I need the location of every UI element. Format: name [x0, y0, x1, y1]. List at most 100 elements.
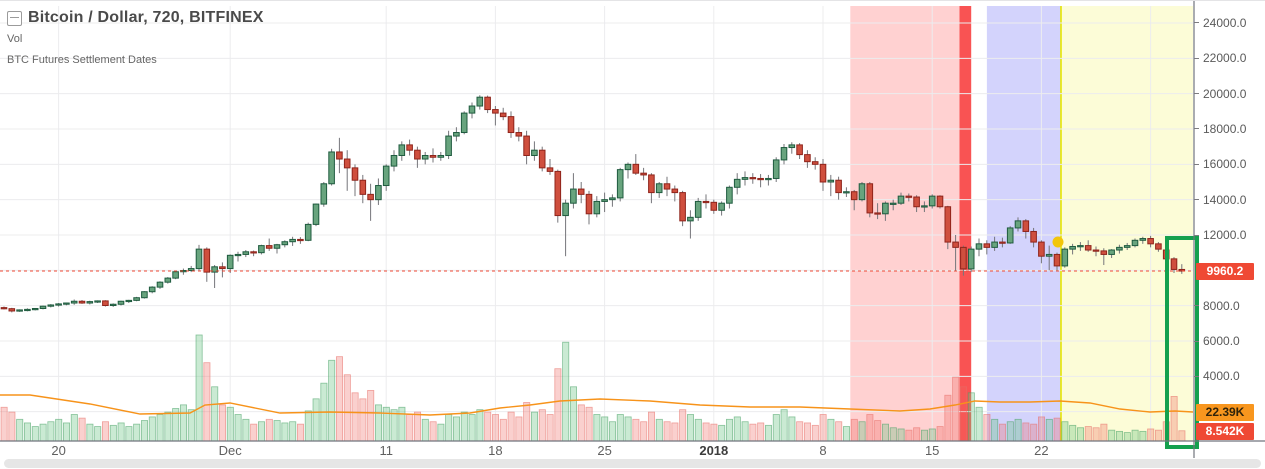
candle-body [811, 161, 819, 165]
volume-bar [1123, 432, 1131, 442]
volume-bar [562, 341, 570, 442]
volume-bar [102, 421, 110, 442]
green-highlight-box [1165, 236, 1199, 449]
volume-bar [94, 426, 102, 442]
candle-body [109, 303, 117, 306]
volume-bar [187, 409, 195, 442]
candle-body [819, 163, 827, 183]
candle-body [718, 202, 725, 211]
candle-body [1092, 249, 1100, 252]
candle-body [702, 200, 710, 204]
candle-body [515, 132, 523, 137]
candle-body [242, 251, 250, 255]
volume-bar [312, 398, 320, 442]
candle-body [47, 304, 55, 307]
last-price-badge: 9960.2 [1196, 262, 1254, 280]
volume-bar [476, 409, 484, 442]
red-band [850, 6, 960, 441]
volume-bar [819, 414, 827, 442]
candle-body [78, 300, 86, 304]
candle-body [1006, 227, 1014, 244]
volume-bar [827, 418, 835, 442]
volume-bar [648, 411, 656, 442]
volume-bar [16, 418, 24, 442]
candle-body [726, 186, 733, 204]
price-tick-label: 14000.0 [1203, 192, 1247, 207]
candle-body [523, 135, 530, 156]
volume-bar [616, 414, 624, 442]
candle-body [219, 266, 226, 270]
candle-body [921, 205, 928, 208]
candle-body [273, 244, 281, 249]
candle-body [468, 105, 476, 114]
volume-bar [835, 421, 843, 442]
candle-body [975, 243, 983, 250]
futures-indicator-label[interactable]: BTC Futures Settlement Dates [7, 54, 157, 66]
volume-bar [796, 421, 804, 442]
candle-body [765, 177, 772, 181]
volume-bar [772, 414, 780, 442]
volume-bar [1131, 429, 1139, 442]
volume-bar [374, 404, 382, 442]
horizontal-scrollbar[interactable] [4, 459, 1261, 468]
volume-bar [952, 376, 960, 442]
candle-body [367, 193, 374, 201]
collapse-chart-icon[interactable] [7, 10, 22, 26]
volume-bar [31, 426, 39, 442]
volume-indicator-label[interactable]: Vol [7, 33, 23, 45]
candle-body [780, 147, 788, 161]
volume-bar [281, 422, 289, 442]
candle-body [1170, 258, 1178, 270]
volume-bar [1170, 396, 1178, 442]
price-tick-label: 22000.0 [1203, 51, 1247, 66]
candle-body [1123, 245, 1131, 248]
volume-bar [86, 423, 94, 442]
candle-body [63, 302, 70, 305]
time-tick-label: 8 [819, 443, 827, 458]
volume-bar [921, 429, 929, 442]
candle-body [585, 193, 593, 215]
candle-body [351, 167, 359, 181]
volume-bar [484, 411, 492, 442]
candle-body [390, 154, 398, 167]
price-tick-label: 12000.0 [1203, 228, 1247, 242]
candle-body [546, 167, 554, 172]
price-tick-label: 16000.0 [1203, 157, 1247, 172]
volume-bar [437, 423, 445, 442]
candle-body [609, 197, 616, 201]
candle-body [336, 151, 343, 160]
candle-body [125, 299, 133, 303]
price-tick-label: 4000.0 [1203, 369, 1240, 384]
volume-bar [655, 418, 663, 442]
candle-body [554, 170, 562, 217]
volume-bar [421, 418, 429, 442]
candle-body [1100, 250, 1108, 255]
candle-body [577, 188, 585, 195]
volume-bar [702, 422, 710, 442]
candle-body [889, 202, 897, 205]
time-tick-label: 18 [488, 443, 503, 458]
candle-body [866, 183, 874, 214]
candle-body [601, 199, 608, 202]
candle-body [297, 238, 304, 242]
volume-bar [265, 418, 273, 442]
volume-bar [55, 418, 63, 442]
candle-body [16, 309, 23, 312]
candle-body [24, 308, 31, 312]
volume-bar [687, 414, 695, 442]
volume-bar [63, 422, 71, 442]
volume-bar [499, 418, 507, 442]
volume-bar [78, 417, 86, 442]
volume-bar [710, 423, 718, 442]
volume-bar [874, 420, 882, 442]
volume-bar [250, 423, 258, 442]
candle-body [429, 154, 437, 158]
candle-body [952, 241, 959, 248]
candle-body [226, 254, 234, 270]
volume-bar [491, 414, 499, 442]
candle-body [156, 281, 164, 288]
last-volume-badge: 8.542K [1196, 422, 1254, 440]
volume-bar [663, 421, 671, 442]
candle-body [265, 245, 273, 249]
